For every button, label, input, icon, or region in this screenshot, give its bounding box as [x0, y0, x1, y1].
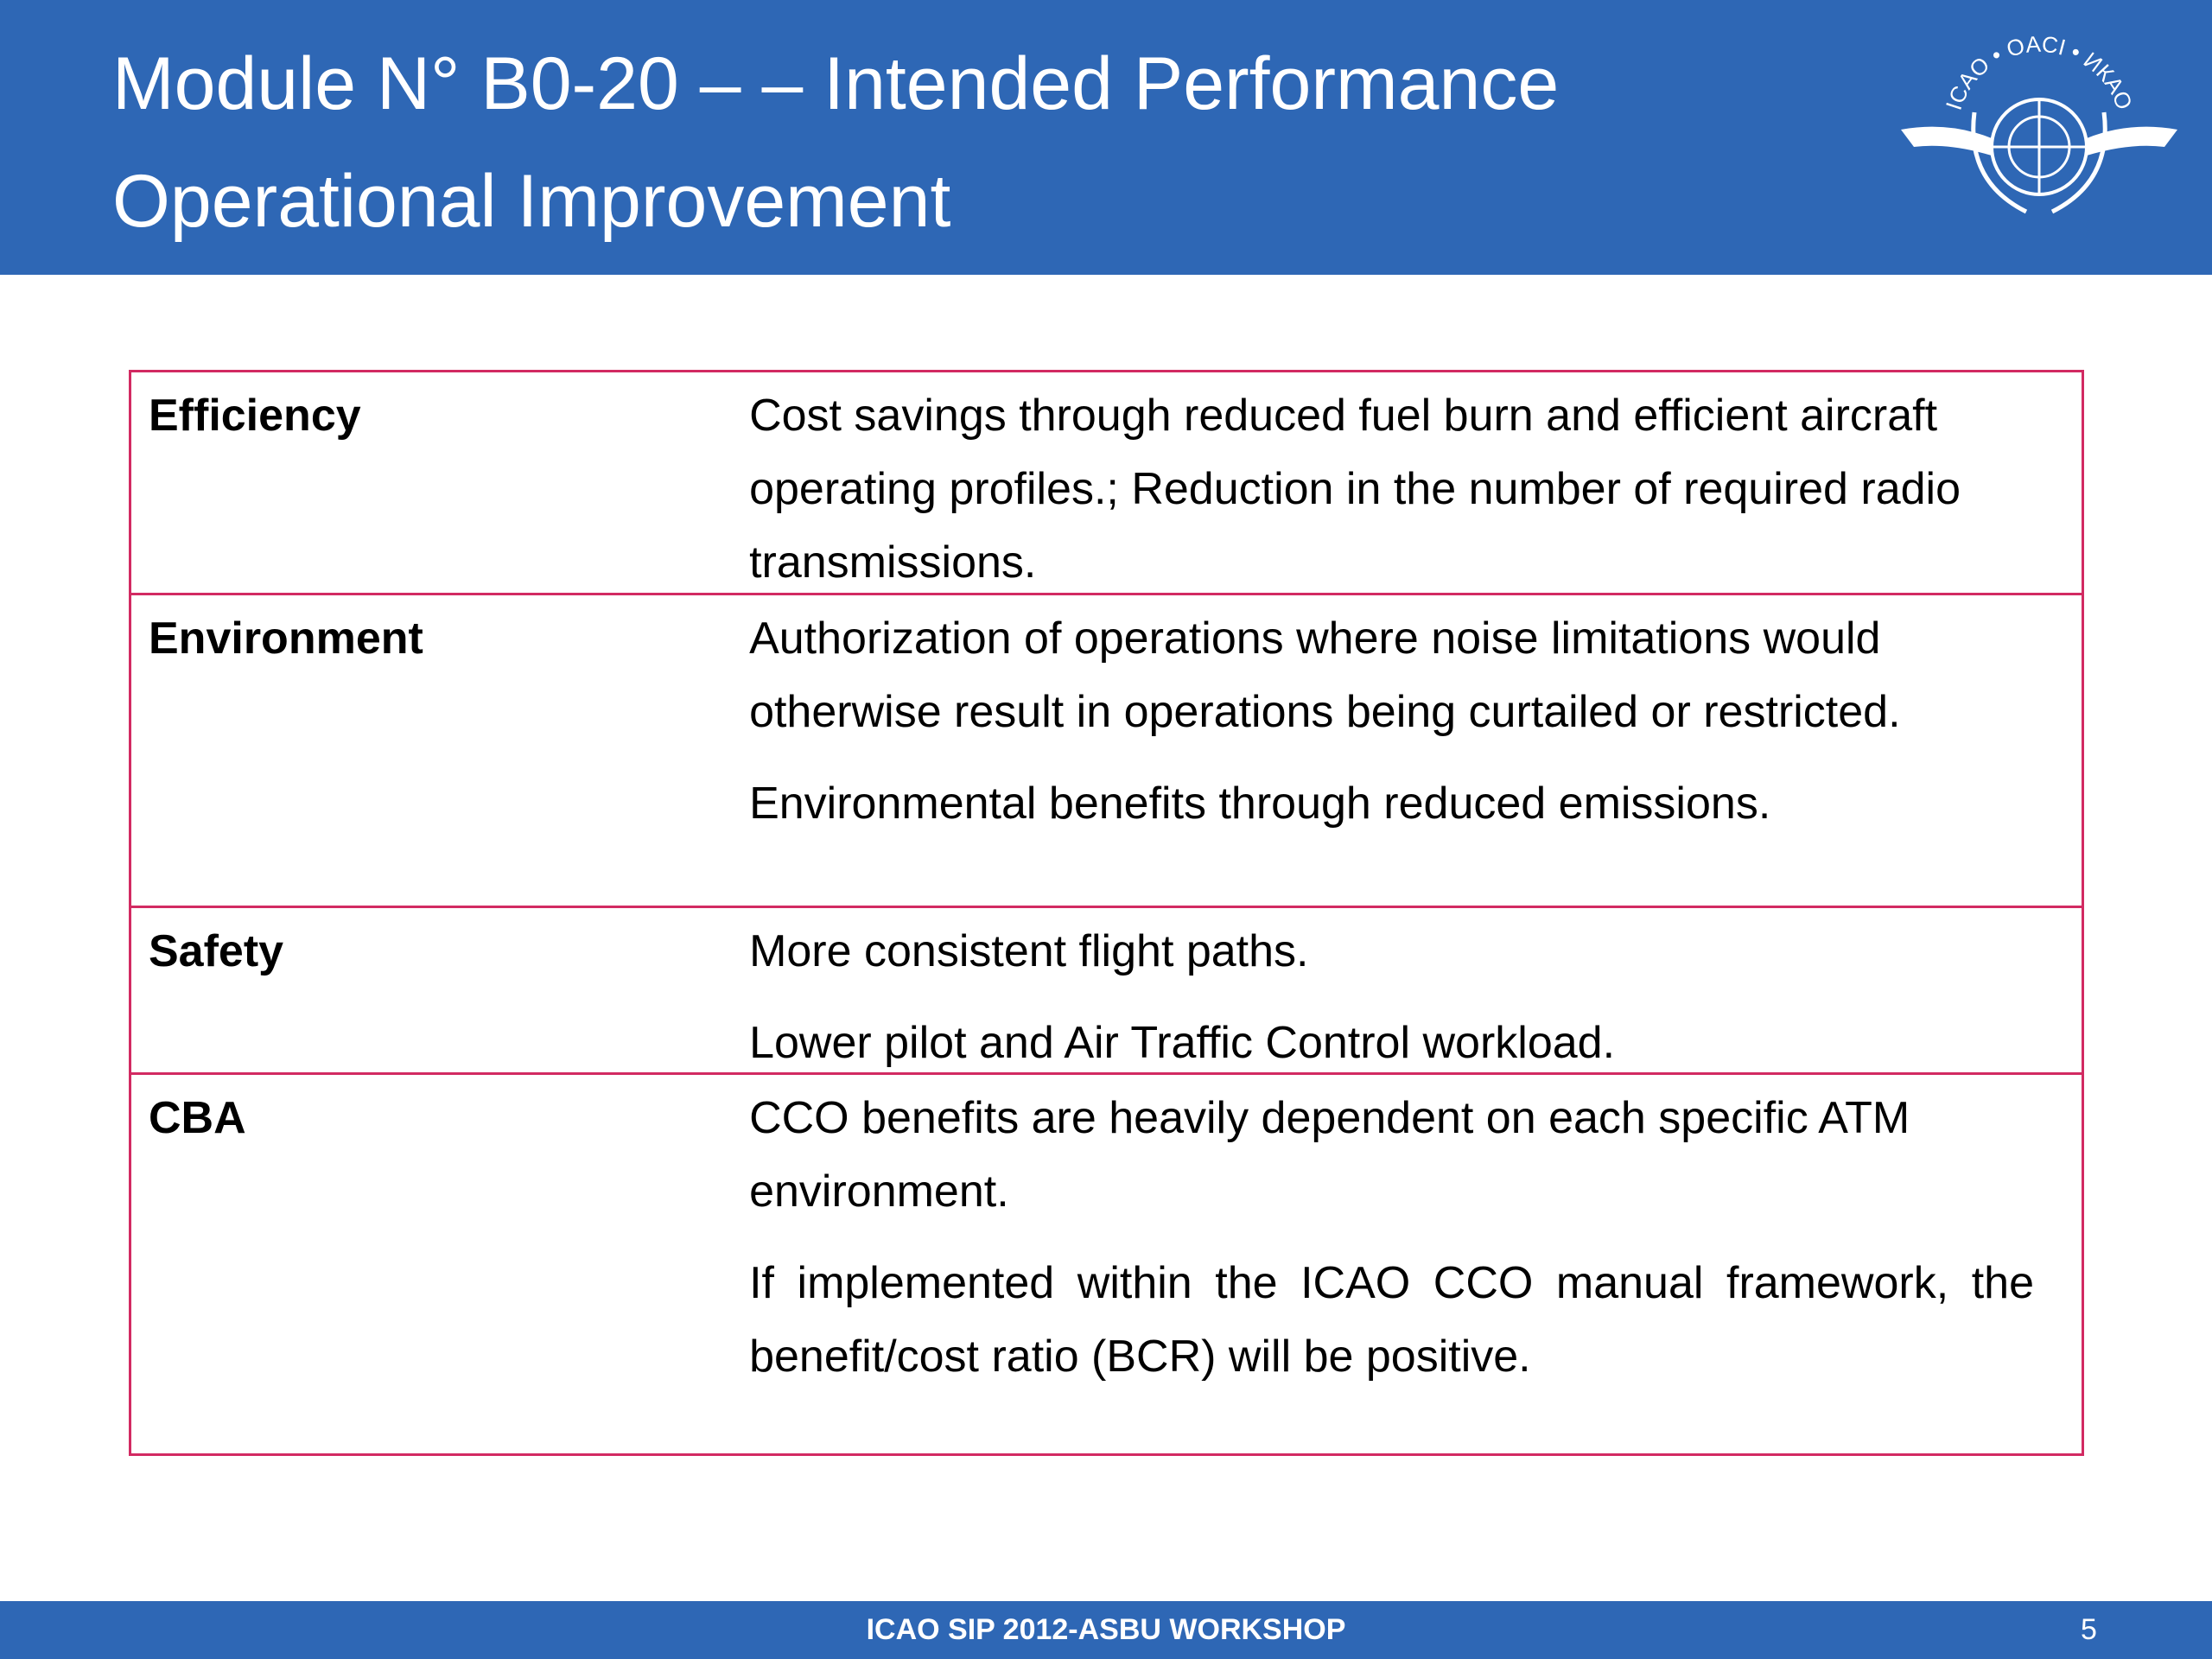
paragraph: Lower pilot and Air Traffic Control work… [749, 1018, 1616, 1068]
row-label: Efficiency [149, 391, 361, 441]
title-line: Operational Improvement [112, 160, 951, 243]
paragraph: CCO benefits are heavily dependent on ea… [749, 1093, 1910, 1217]
row-description: Authorization of operations where noise … [749, 595, 2082, 906]
table-row: Efficiency Cost savings through reduced f… [131, 372, 2082, 593]
icao-logo: ICAO • OACI • ИКАО [1901, 31, 2177, 214]
row-description: CCO benefits are heavily dependent on ea… [749, 1075, 2082, 1453]
table: Efficiency Cost savings through reduced f… [129, 370, 2084, 1456]
footer-text: ICAO SIP 2012-ASBU WORKSHOP [866, 1613, 1346, 1646]
paragraph: Environmental benefits through reduced e… [749, 779, 1771, 829]
table-row: Environment Authorization of operations w… [131, 593, 2082, 906]
paragraph: If implemented within the ICAO CCO manua… [749, 1258, 2034, 1382]
header: Module N° B0-20 – – Intended Performance… [0, 0, 2212, 275]
row-label: CBA [149, 1093, 246, 1143]
footer: ICAO SIP 2012-ASBU WORKSHOP 5 [0, 1601, 2212, 1659]
row-description: Cost savings through reduced fuel burn a… [749, 372, 2082, 593]
row-description: More consistent flight paths. Lower pilot… [749, 908, 2082, 1072]
table-row: CBA CCO benefits are heavily dependent on… [131, 1072, 2082, 1453]
page-number: 5 [2081, 1613, 2097, 1646]
paragraph: Cost savings through reduced fuel burn a… [749, 391, 1961, 588]
paragraph: More consistent flight paths. [749, 926, 1309, 976]
row-label: Environment [149, 613, 423, 664]
paragraph: Authorization of operations where noise … [749, 613, 1901, 737]
row-label: Safety [149, 926, 284, 976]
table-row: Safety More consistent flight paths. Lower… [131, 906, 2082, 1072]
title-line: Module N° B0-20 – – Intended Performance [112, 42, 1560, 125]
